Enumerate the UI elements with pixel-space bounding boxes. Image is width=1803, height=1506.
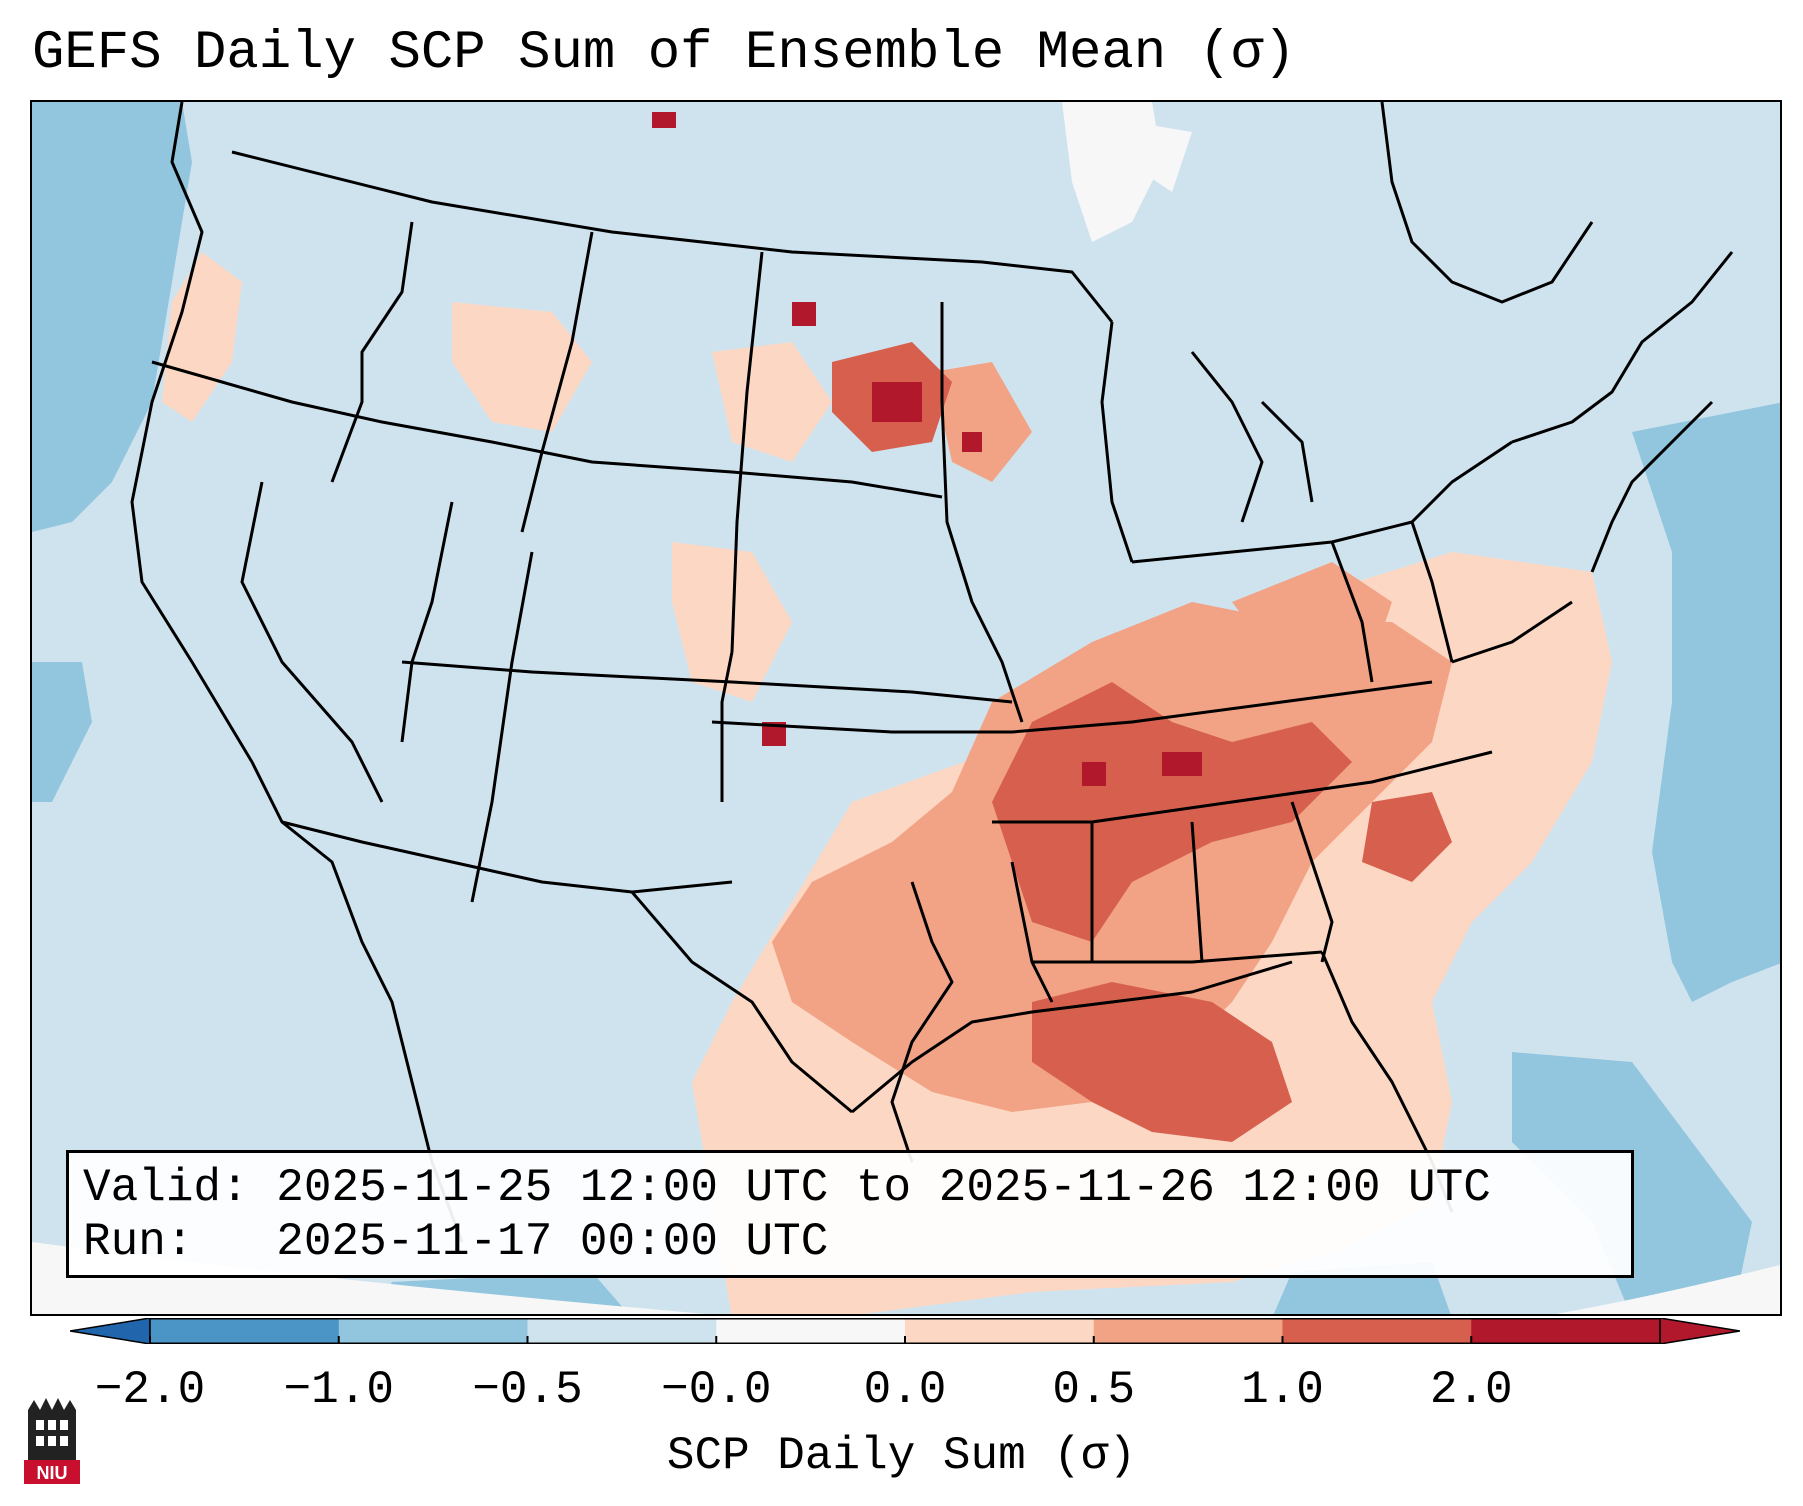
page-title: GEFS Daily SCP Sum of Ensemble Mean (σ) xyxy=(32,23,1296,84)
run-value: 2025-11-17 00:00 UTC xyxy=(276,1216,829,1268)
colorbar-segment xyxy=(1282,1318,1472,1344)
colorbar-segment xyxy=(716,1318,906,1344)
colorbar-tick-label: −0.0 xyxy=(661,1364,772,1416)
run-row: Run: 2025-11-17 00:00 UTC xyxy=(83,1215,1631,1269)
logo-windows xyxy=(36,1420,68,1446)
run-label: Run: xyxy=(83,1216,194,1268)
boundary-lines xyxy=(130,102,1734,1243)
colorbar-tick-label: −1.0 xyxy=(283,1364,394,1416)
map-canvas xyxy=(32,102,1780,1314)
info-box: Valid: 2025-11-25 12:00 UTC to 2025-11-2… xyxy=(66,1150,1634,1278)
valid-row: Valid: 2025-11-25 12:00 UTC to 2025-11-2… xyxy=(83,1161,1631,1215)
colorbar xyxy=(70,1318,1740,1344)
colorbar-segment xyxy=(1093,1318,1283,1344)
colorbar-segment xyxy=(1471,1318,1661,1344)
logo-text: NIU xyxy=(37,1463,68,1483)
colorbar-segment xyxy=(338,1318,528,1344)
colorbar-tick-label: −2.0 xyxy=(94,1364,206,1416)
colorbar-segment xyxy=(527,1318,717,1344)
colorbar-segment xyxy=(150,1318,340,1344)
positive-extreme-areas xyxy=(652,112,1202,786)
colorbar-tick-label: 0.0 xyxy=(863,1364,947,1416)
valid-label: Valid: xyxy=(83,1162,249,1214)
colorbar-segment xyxy=(905,1318,1095,1344)
colorbar-over-arrow xyxy=(1659,1318,1740,1344)
near-zero-areas xyxy=(32,102,1780,1314)
logo-banner xyxy=(24,1460,80,1484)
map-panel[interactable] xyxy=(30,100,1782,1316)
valid-value: 2025-11-25 12:00 UTC to 2025-11-26 12:00… xyxy=(276,1162,1491,1214)
colorbar-under-arrow xyxy=(70,1318,151,1344)
colorbar-tick-label: 2.0 xyxy=(1429,1364,1513,1416)
colorbar-tick-label: 0.5 xyxy=(1052,1364,1136,1416)
niu-logo: NIU xyxy=(24,1398,80,1484)
colorbar-tick-label: −0.5 xyxy=(472,1364,583,1416)
colorbar-tick-label: 1.0 xyxy=(1241,1364,1324,1416)
colorbar-label: SCP Daily Sum (σ) xyxy=(666,1430,1137,1482)
